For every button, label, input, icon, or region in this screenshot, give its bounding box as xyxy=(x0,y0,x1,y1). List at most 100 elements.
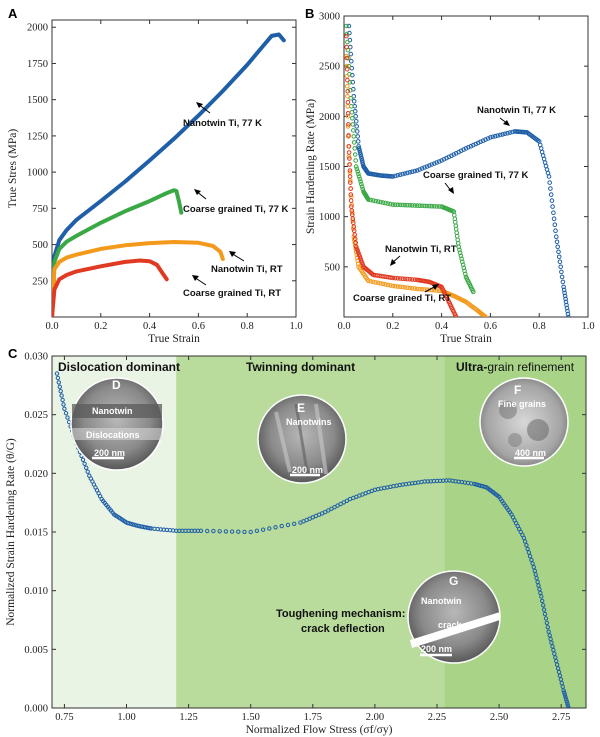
series-point-b-3 xyxy=(348,198,354,203)
series-point-b-2 xyxy=(410,286,415,291)
series-point-b-1 xyxy=(356,171,361,177)
series-point-b-0 xyxy=(493,133,498,139)
series-point-b-0 xyxy=(407,170,413,175)
series-point-c-0 xyxy=(566,705,571,708)
inset-e-label-nanotwins: Nanotwins xyxy=(286,417,332,427)
inset-g-scale-text: 200 nm xyxy=(421,644,452,654)
series-point-b-0 xyxy=(392,173,398,179)
series-point-c-0 xyxy=(562,692,568,697)
x-tick-label-C: 1.50 xyxy=(242,712,260,723)
series-point-b-2 xyxy=(481,313,487,317)
x-axis-title-B: True Strain xyxy=(440,333,492,345)
series-point-c-0 xyxy=(549,640,554,645)
series-point-b-1 xyxy=(353,164,359,169)
series-point-b-0 xyxy=(475,140,481,146)
y-tick-label-C: 0.025 xyxy=(24,410,48,421)
series-point-c-0 xyxy=(563,694,568,700)
series-point-b-0 xyxy=(436,159,442,164)
series-point-c-0 xyxy=(557,673,563,678)
series-point-b-2 xyxy=(483,314,488,317)
series-point-b-3 xyxy=(352,236,358,241)
x-tick-label-C: 2.00 xyxy=(366,712,384,723)
series-point-b-2 xyxy=(407,285,413,291)
series-point-b-0 xyxy=(551,210,556,215)
inset-g-crack xyxy=(410,612,500,648)
series-point-b-0 xyxy=(546,174,552,179)
arrowhead-b-coarse-77k xyxy=(448,187,454,194)
series-point-b-0 xyxy=(565,311,571,317)
series-point-b-2 xyxy=(368,279,374,284)
series-point-b-0 xyxy=(410,169,415,174)
series-point-c-0 xyxy=(531,565,536,570)
x-tick-label-C: 2.25 xyxy=(428,712,446,723)
series-point-b-0 xyxy=(434,160,440,165)
series-point-b-0 xyxy=(562,290,567,296)
y-tick-label-C: 0.010 xyxy=(24,586,48,597)
x-tick-label-C: 1.75 xyxy=(304,712,322,723)
series-point-b-0 xyxy=(400,171,405,177)
series-point-b-1 xyxy=(356,174,362,179)
series-point-c-0 xyxy=(267,526,272,531)
series-point-c-0 xyxy=(565,701,570,706)
series-point-b-2 xyxy=(419,287,425,292)
y-tick-label-B: 2000 xyxy=(319,112,340,123)
series-point-c-0 xyxy=(539,594,544,599)
series-point-b-1 xyxy=(351,128,356,133)
series-point-c-0 xyxy=(260,527,266,532)
series-point-b-0 xyxy=(349,58,354,64)
y-axis-title-C: Normalized Strain Hardening Rate (θ/G) xyxy=(5,438,17,626)
series-point-b-2 xyxy=(395,284,401,289)
inset-d-micrograph: D Nanotwin Dislocations 200 nm xyxy=(70,377,164,471)
series-line-a-1 xyxy=(52,188,184,317)
y-tick-label-A: 750 xyxy=(32,204,48,215)
series-point-b-0 xyxy=(468,143,474,149)
series-point-b-1 xyxy=(392,202,398,207)
series-point-c-0 xyxy=(80,457,86,462)
series-point-b-2 xyxy=(414,286,420,292)
series-point-b-0 xyxy=(355,134,361,139)
series-point-b-1 xyxy=(380,200,386,205)
series-point-c-0 xyxy=(545,625,550,630)
series-point-b-2 xyxy=(380,281,386,287)
series-point-b-0 xyxy=(355,139,361,144)
y-tick-label-A: 2000 xyxy=(27,23,48,34)
series-point-c-0 xyxy=(59,393,64,398)
series-point-c-0 xyxy=(344,498,350,503)
series-point-b-3 xyxy=(348,180,353,185)
series-point-b-1 xyxy=(349,110,355,115)
series-point-b-2 xyxy=(345,94,350,99)
series-point-c-0 xyxy=(543,616,549,621)
series-point-c-0 xyxy=(56,380,61,385)
series-point-b-3 xyxy=(407,277,413,282)
series-point-c-0 xyxy=(279,523,284,529)
series-point-c-0 xyxy=(58,389,63,394)
panel-b-series xyxy=(344,23,571,317)
series-point-b-1 xyxy=(407,203,413,208)
series-point-b-1 xyxy=(427,203,432,209)
series-point-b-1 xyxy=(351,140,357,145)
series-point-b-0 xyxy=(500,132,505,137)
series-point-b-1 xyxy=(471,289,476,295)
series-point-c-0 xyxy=(552,651,557,656)
series-point-c-0 xyxy=(198,528,204,533)
x-tick-label-C: 1.00 xyxy=(117,712,135,723)
series-point-b-0 xyxy=(412,168,418,174)
inset-g-label-crack: crack xyxy=(438,620,463,630)
series-point-b-0 xyxy=(548,192,554,197)
series-point-b-2 xyxy=(392,283,398,289)
inset-f-grain-1 xyxy=(499,401,517,419)
series-point-b-0 xyxy=(359,156,364,161)
series-point-b-3 xyxy=(344,55,350,61)
series-point-b-0 xyxy=(559,274,565,280)
inset-e-micrograph: E Nanotwins 200 nm xyxy=(257,394,347,484)
series-point-b-1 xyxy=(434,204,440,209)
y-tick-label-A: 1750 xyxy=(27,59,48,70)
panel-a-axes: 0.0 0.2 0.4 0.6 0.8 1.0 250 500 750 1000 1250 1500 1… xyxy=(7,19,303,345)
series-point-b-0 xyxy=(473,141,479,147)
inset-d-label-nanotwin: Nanotwin xyxy=(92,406,133,416)
inset-f-letter: F xyxy=(514,383,521,397)
series-point-b-0 xyxy=(563,296,568,302)
series-point-b-1 xyxy=(412,203,418,208)
series-point-c-0 xyxy=(529,557,534,563)
series-point-c-0 xyxy=(526,550,532,555)
